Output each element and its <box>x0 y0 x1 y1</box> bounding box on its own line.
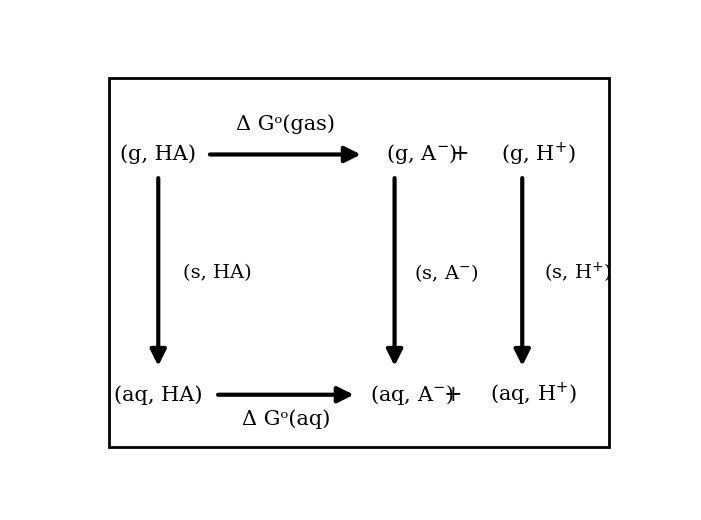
Text: (s, HA): (s, HA) <box>183 264 252 282</box>
Text: Δ Gᵒ(aq): Δ Gᵒ(aq) <box>242 410 330 430</box>
FancyBboxPatch shape <box>109 79 609 447</box>
Text: (g, H$^{+}$): (g, H$^{+}$) <box>501 141 575 168</box>
Text: +: + <box>451 144 469 165</box>
Text: (g, HA): (g, HA) <box>121 145 196 164</box>
Text: (s, A$^{-}$): (s, A$^{-}$) <box>414 262 478 283</box>
Text: +: + <box>444 384 462 406</box>
Text: (g, A$^{-}$): (g, A$^{-}$) <box>386 142 458 166</box>
Text: (s, H$^{+}$): (s, H$^{+}$) <box>544 261 611 284</box>
Text: (aq, HA): (aq, HA) <box>114 385 203 405</box>
Text: Δ Gᵒ(gas): Δ Gᵒ(gas) <box>236 114 335 134</box>
Text: (aq, A$^{-}$): (aq, A$^{-}$) <box>370 383 454 407</box>
Text: (aq, H$^{+}$): (aq, H$^{+}$) <box>489 381 577 408</box>
